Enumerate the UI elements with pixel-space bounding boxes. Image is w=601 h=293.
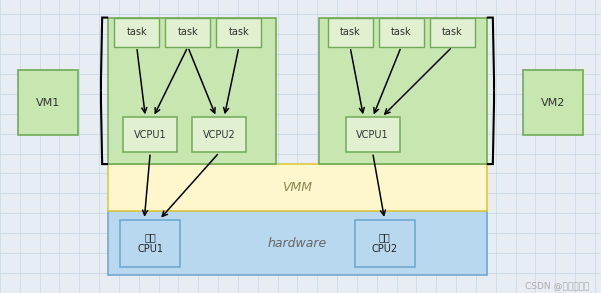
Bar [165,18,210,47]
Text: CSDN @小立爱学习: CSDN @小立爱学习 [525,281,589,290]
Text: 物理
CPU2: 物理 CPU2 [371,232,398,254]
Text: VCPU1: VCPU1 [356,130,389,140]
Text: hardware: hardware [268,237,327,250]
Text: 物理
CPU1: 物理 CPU1 [137,232,163,254]
Text: task: task [340,27,361,37]
Text: VM2: VM2 [541,98,565,108]
Bar [123,117,177,152]
Bar [523,70,583,135]
Bar [108,211,487,275]
Text: task: task [228,27,249,37]
Bar [114,18,159,47]
Bar [18,70,78,135]
Bar [319,18,487,164]
Bar [108,18,276,164]
Text: task: task [442,27,463,37]
Bar [379,18,424,47]
Bar [346,117,400,152]
Bar [355,220,415,267]
Text: task: task [126,27,147,37]
Bar [192,117,246,152]
Bar [430,18,475,47]
Bar [108,164,487,211]
Bar [216,18,261,47]
Text: VCPU2: VCPU2 [203,130,236,140]
Bar [120,220,180,267]
Text: task: task [177,27,198,37]
Text: VM1: VM1 [36,98,60,108]
Text: task: task [391,27,412,37]
Bar [328,18,373,47]
Text: VCPU1: VCPU1 [134,130,166,140]
Text: VMM: VMM [282,181,313,194]
